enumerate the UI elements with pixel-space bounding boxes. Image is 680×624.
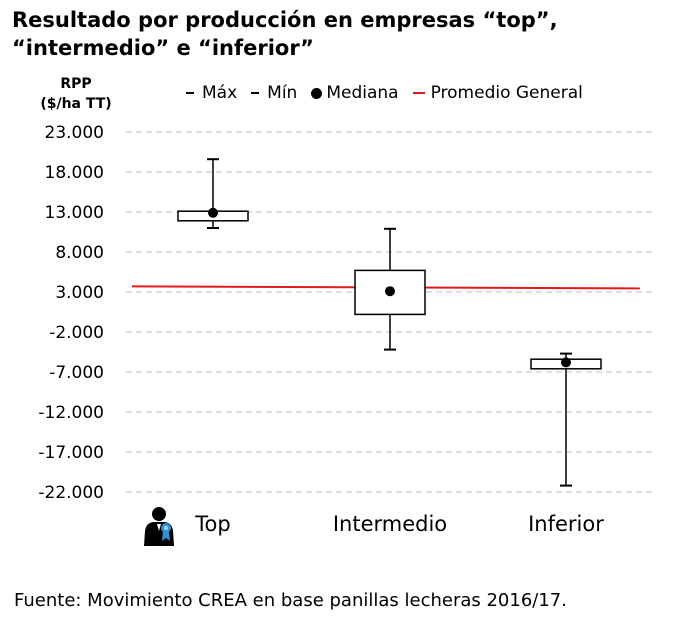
box-top xyxy=(177,158,249,229)
category-label-inferior: Inferior xyxy=(528,512,604,536)
user-badge-icon xyxy=(144,507,174,546)
legend-min-marker xyxy=(251,92,260,94)
category-label-intermedio: Intermedio xyxy=(333,512,447,536)
box-intermedio xyxy=(354,227,426,351)
y-axis-label-line-1: RPP xyxy=(60,76,92,92)
y-tick-label: -22.000 xyxy=(38,483,104,503)
y-tick-label: 23.000 xyxy=(45,123,104,143)
y-tick-label: -7.000 xyxy=(49,363,104,383)
category-labels: Top Intermedio Inferior xyxy=(194,512,604,536)
y-tick-label: -12.000 xyxy=(38,403,104,423)
y-tick-label: 13.000 xyxy=(45,203,104,223)
legend-median-label: Mediana xyxy=(326,83,399,103)
legend-average-marker xyxy=(412,92,425,94)
chart-title: Resultado por producción en empresas “to… xyxy=(12,6,672,62)
legend-item-min: Mín xyxy=(251,83,297,103)
median-point xyxy=(385,286,395,297)
y-tick-label: 3.000 xyxy=(55,283,104,303)
category-label-top: Top xyxy=(194,512,230,536)
legend: Máx Mín Mediana Promedio General xyxy=(186,82,583,104)
y-tick-label: -17.000 xyxy=(38,443,104,463)
legend-item-median: Mediana xyxy=(311,83,399,103)
y-tick-labels: 23.000 18.000 13.000 8.000 3.000 -2.000 -7.000… xyxy=(38,123,104,503)
legend-max-marker xyxy=(186,92,194,94)
median-point xyxy=(561,357,571,368)
legend-max-label: Máx xyxy=(202,83,238,103)
y-axis-label-line-2: ($/ha TT) xyxy=(40,96,112,112)
chart-title-line-1: Resultado por producción en empresas “to… xyxy=(12,8,558,32)
legend-median-marker xyxy=(311,87,323,99)
legend-average-label: Promedio General xyxy=(430,83,583,103)
box-inferior xyxy=(530,352,602,487)
median-point xyxy=(208,207,218,218)
y-tick-label: -2.000 xyxy=(49,323,104,343)
boxes-layer xyxy=(177,158,602,487)
source-note: Fuente: Movimiento CREA en base panillas… xyxy=(14,590,567,611)
boxplot-chart: 23.000 18.000 13.000 8.000 3.000 -2.000 -7.000… xyxy=(38,123,656,546)
legend-item-average: Promedio General xyxy=(412,83,583,103)
y-axis-label: RPP ($/ha TT) xyxy=(36,74,116,114)
y-tick-label: 8.000 xyxy=(55,243,104,263)
legend-item-max: Máx xyxy=(186,83,237,103)
legend-min-label: Mín xyxy=(267,83,298,103)
y-tick-label: 18.000 xyxy=(45,163,104,183)
chart-title-line-2: “intermedio” e “inferior” xyxy=(12,36,314,60)
